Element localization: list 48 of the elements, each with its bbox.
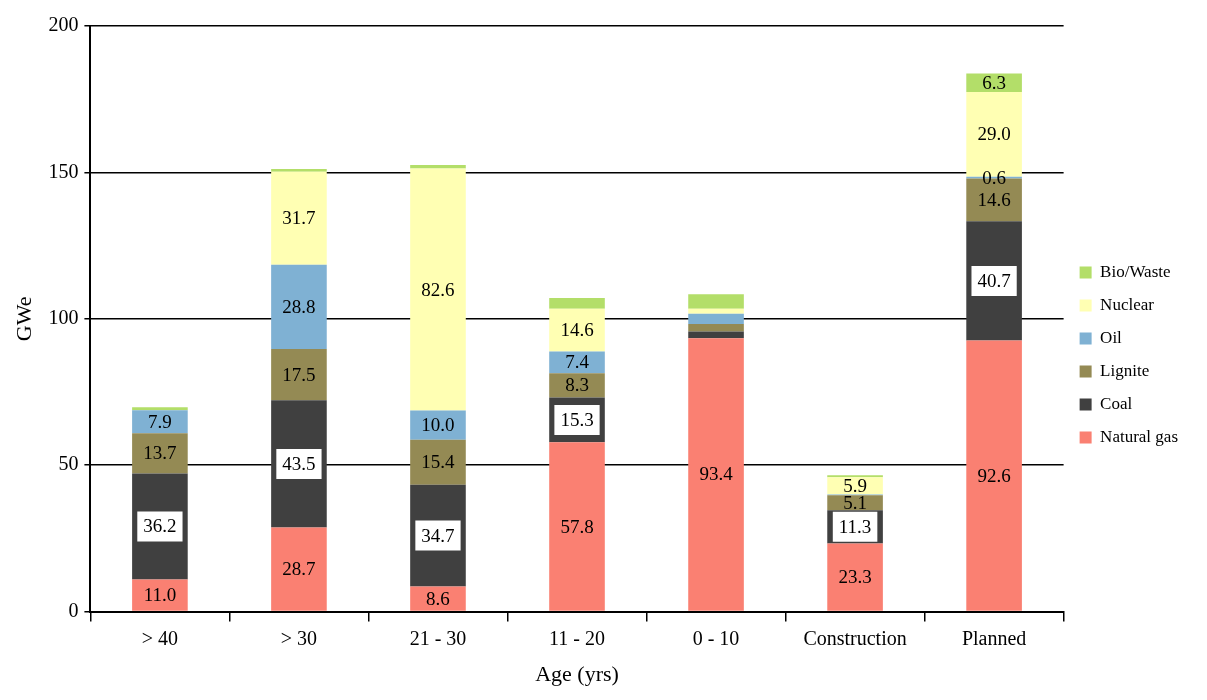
data-label: 92.6 (977, 464, 1011, 486)
y-tick-label: 150 (48, 159, 79, 182)
data-label: 6.3 (982, 71, 1006, 93)
x-tick-label: Planned (961, 626, 1027, 649)
legend-label: Oil (1100, 327, 1123, 347)
data-label: 7.9 (148, 410, 172, 432)
data-label: 17.5 (282, 363, 316, 385)
x-tick-label: Construction (803, 626, 907, 649)
x-tick-label: > 30 (280, 626, 318, 649)
data-label: 15.3 (560, 408, 594, 430)
data-label: 31.7 (282, 207, 316, 229)
y-axis-title: GWe (10, 296, 36, 342)
data-label: 28.7 (282, 558, 316, 580)
data-label: 40.7 (977, 269, 1011, 291)
data-label: 43.5 (282, 452, 316, 474)
data-label: 13.7 (143, 442, 177, 464)
y-tick-label: 200 (48, 13, 79, 36)
x-tick-label: > 40 (141, 626, 179, 649)
legend-label: Lignite (1100, 360, 1150, 380)
data-label: 14.6 (977, 188, 1011, 210)
data-label: 10.0 (421, 414, 455, 436)
data-label: 34.7 (421, 524, 455, 546)
legend-label: Natural gas (1100, 426, 1178, 446)
y-tick-label: 0 (68, 598, 79, 621)
legend-label: Nuclear (1100, 294, 1155, 314)
x-tick-label: 0 - 10 (692, 626, 740, 649)
legend-label: Coal (1100, 393, 1133, 413)
x-tick-label: 21 - 30 (409, 626, 467, 649)
data-label: 93.4 (699, 463, 734, 485)
data-label: 0.6 (982, 166, 1006, 188)
legend-label: Bio/Waste (1100, 261, 1171, 281)
data-label: 8.3 (565, 374, 589, 396)
data-label: 11.0 (143, 584, 177, 606)
data-label: 8.6 (426, 587, 450, 609)
x-axis-title: Age (yrs) (535, 660, 619, 686)
data-label: 29.0 (977, 123, 1011, 145)
data-label: 15.4 (421, 451, 456, 473)
y-tick-label: 100 (48, 306, 79, 329)
y-tick-label: 50 (58, 452, 79, 475)
data-label: 57.8 (560, 515, 594, 537)
data-label: 11.3 (838, 515, 872, 537)
data-label: 36.2 (143, 515, 177, 537)
data-label: 28.8 (282, 295, 316, 317)
x-tick-label: 11 - 20 (549, 626, 605, 649)
data-label: 7.4 (565, 351, 590, 373)
data-label: 14.6 (560, 319, 594, 341)
data-label: 82.6 (421, 278, 455, 300)
data-label: 23.3 (838, 566, 872, 588)
